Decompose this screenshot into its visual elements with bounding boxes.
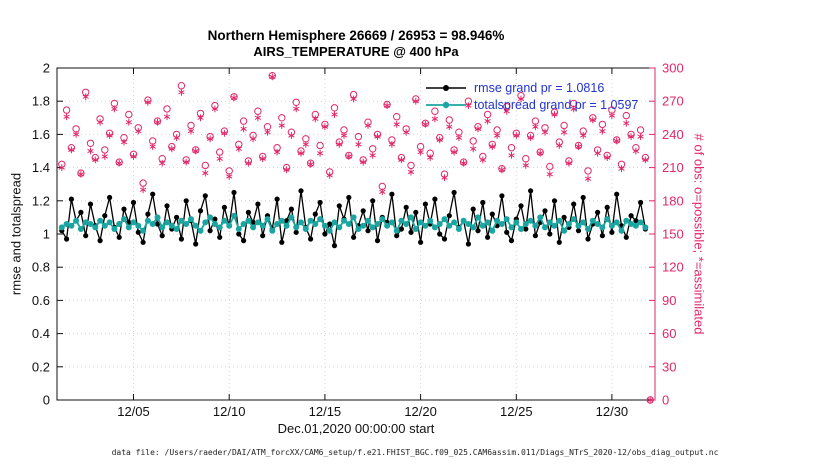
svg-text:2: 2	[43, 61, 50, 76]
svg-text:180: 180	[662, 193, 684, 208]
svg-text:240: 240	[662, 127, 684, 142]
svg-text:0.2: 0.2	[32, 359, 50, 374]
svg-text:0.8: 0.8	[32, 260, 50, 275]
svg-text:210: 210	[662, 160, 684, 175]
svg-text:270: 270	[662, 94, 684, 109]
svg-text:1.2: 1.2	[32, 193, 50, 208]
y-axis-label-left: rmse and totalspread	[8, 172, 24, 296]
rmse-line-marker-icon	[426, 84, 466, 91]
legend-item-rmse: rmse grand pr = 1.0816	[424, 79, 638, 96]
svg-text:120: 120	[662, 260, 684, 275]
svg-text:1: 1	[43, 227, 50, 242]
gridlines	[57, 68, 655, 400]
svg-text:1.8: 1.8	[32, 94, 50, 109]
svg-text:12/25: 12/25	[500, 404, 533, 419]
svg-text:12/20: 12/20	[404, 404, 437, 419]
rmse-legend-label: rmse grand pr = 1.0816	[474, 80, 605, 95]
svg-text:0: 0	[43, 393, 50, 408]
legend: rmse grand pr = 1.0816 totalspread grand…	[424, 79, 638, 113]
chart-title: Northern Hemisphere 26669 / 26953 = 98.9…	[57, 27, 655, 60]
totalspread-legend-label: totalspread grand pr = 1.0597	[474, 97, 639, 112]
svg-text:150: 150	[662, 227, 684, 242]
svg-text:12/05: 12/05	[117, 404, 150, 419]
datafile-path: data file: /Users/raeder/DAI/ATM_forcXX/…	[111, 448, 719, 457]
x-axis-label: Dec.01,2020 00:00:00 start	[277, 421, 435, 436]
axes: 0 0.2 0.4 0.6 0.8 1 1.2 1.4 1.6 1.8 2 0 30 60 90 120 150…	[32, 61, 684, 420]
svg-text:12/10: 12/10	[213, 404, 246, 419]
title-line1: Northern Hemisphere 26669 / 26953 = 98.9…	[207, 28, 505, 43]
svg-text:12/30: 12/30	[596, 404, 629, 419]
title-line2: AIRS_TEMPERATURE @ 400 hPa	[253, 44, 459, 59]
svg-text:1.4: 1.4	[32, 160, 50, 175]
legend-item-totalspread: totalspread grand pr = 1.0597	[424, 96, 638, 113]
svg-text:60: 60	[662, 326, 676, 341]
svg-text:90: 90	[662, 293, 676, 308]
svg-text:0.6: 0.6	[32, 293, 50, 308]
svg-text:0.4: 0.4	[32, 326, 50, 341]
series-totalspread	[58, 212, 649, 234]
svg-text:1.6: 1.6	[32, 127, 50, 142]
svg-text:12/15: 12/15	[309, 404, 342, 419]
y-axis-label-right: # of obs: o=possible; *=assimilated	[691, 133, 707, 335]
svg-text:300: 300	[662, 61, 684, 76]
series-assimilated	[58, 73, 654, 404]
svg-text:0: 0	[662, 393, 669, 408]
totalspread-line-marker-icon	[426, 101, 466, 108]
svg-text:30: 30	[662, 359, 676, 374]
